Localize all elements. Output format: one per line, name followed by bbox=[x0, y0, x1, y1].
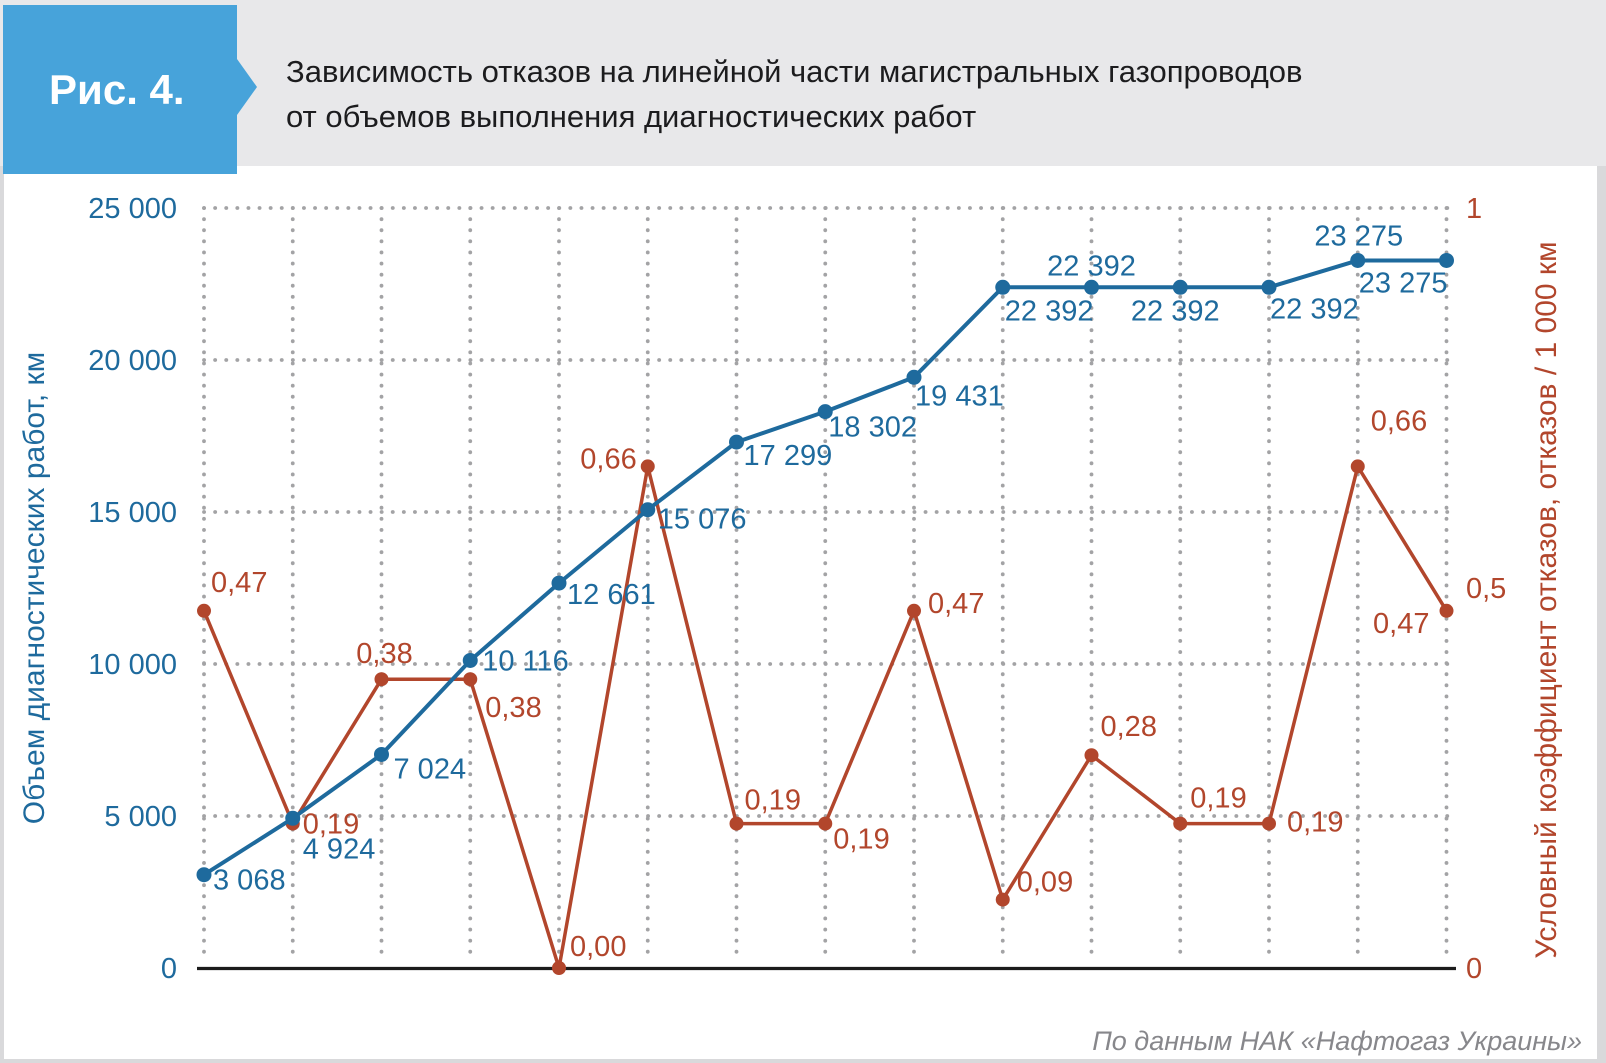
rate-point-label: 0,19 bbox=[745, 785, 801, 817]
volume-point-label: 22 392 bbox=[1005, 295, 1094, 327]
rate-point-marker bbox=[1262, 816, 1276, 831]
right-axis-tick-label: 0 bbox=[1466, 953, 1482, 985]
volume-point-marker bbox=[1439, 252, 1454, 268]
left-axis-tick-label: 15 000 bbox=[88, 497, 177, 529]
volume-point-label: 15 076 bbox=[658, 504, 747, 536]
left-axis-tick-label: 5 000 bbox=[104, 801, 177, 833]
tag-arrow-icon bbox=[237, 59, 257, 115]
right-axis-tick-label: 0,5 bbox=[1466, 573, 1506, 605]
volume-point-marker bbox=[285, 810, 301, 826]
volume-point-marker bbox=[374, 746, 389, 762]
volume-point-marker bbox=[640, 502, 656, 518]
figure-number-label: Рис. 4. bbox=[49, 66, 185, 113]
volume-point-label: 22 392 bbox=[1131, 295, 1220, 327]
volume-point-label: 4 924 bbox=[303, 833, 376, 865]
rate-point-marker bbox=[552, 961, 566, 975]
volume-point-marker bbox=[1350, 252, 1366, 268]
rate-point-label: 0,28 bbox=[1101, 711, 1157, 743]
volume-point-marker bbox=[462, 652, 478, 668]
volume-point-label: 10 116 bbox=[482, 645, 569, 677]
left-axis-tick-label: 20 000 bbox=[88, 345, 177, 377]
rate-point-marker bbox=[374, 672, 389, 687]
rate-point-label: 0,47 bbox=[211, 567, 267, 599]
rate-point-label: 0,09 bbox=[1017, 867, 1073, 899]
figure-title: Зависимость отказов на линейной части ма… bbox=[286, 49, 1303, 139]
rate-point-label: 0,38 bbox=[356, 638, 412, 670]
right-axis-title: Условный коэффициент отказов, отказов / … bbox=[1530, 241, 1563, 958]
volume-point-marker bbox=[995, 279, 1011, 295]
volume-point-label: 19 431 bbox=[915, 380, 1004, 412]
volume-point-label: 23 275 bbox=[1359, 267, 1448, 299]
volume-point-label: 18 302 bbox=[828, 412, 917, 444]
chart-background bbox=[4, 166, 1597, 1059]
left-axis-tick-label: 0 bbox=[161, 953, 177, 985]
rate-point-marker bbox=[818, 816, 833, 831]
volume-point-label: 12 661 bbox=[567, 579, 656, 611]
volume-point-marker bbox=[1172, 279, 1188, 295]
rate-point-label: 0,66 bbox=[580, 443, 636, 475]
volume-point-label: 23 275 bbox=[1314, 220, 1403, 252]
rate-point-marker bbox=[907, 603, 921, 618]
left-axis-tick-label: 10 000 bbox=[88, 649, 177, 681]
figure-title-line1: Зависимость отказов на линейной части ма… bbox=[286, 54, 1303, 89]
rate-point-label: 0,47 bbox=[1373, 608, 1429, 640]
volume-point-label: 22 392 bbox=[1047, 250, 1136, 282]
left-axis-title: Объем диагностических работ, км bbox=[18, 352, 51, 825]
volume-point-marker bbox=[817, 404, 833, 420]
rate-point-marker bbox=[729, 816, 744, 831]
volume-point-marker bbox=[196, 867, 212, 883]
rate-point-marker bbox=[463, 672, 478, 687]
header-band bbox=[0, 0, 1606, 166]
rate-point-marker bbox=[640, 459, 655, 474]
figure-title-line2: от объемов выполнения диагностических ра… bbox=[286, 99, 977, 134]
rate-point-marker bbox=[1439, 603, 1454, 618]
volume-point-marker bbox=[906, 369, 922, 385]
volume-point-marker bbox=[1084, 279, 1099, 295]
volume-point-marker bbox=[729, 434, 744, 450]
rate-point-marker bbox=[995, 892, 1010, 907]
rate-point-label: 0,19 bbox=[1190, 783, 1246, 815]
rate-point-label: 0,38 bbox=[485, 692, 541, 724]
volume-point-marker bbox=[551, 575, 567, 591]
volume-point-marker bbox=[1261, 279, 1277, 295]
right-axis-tick-label: 1 bbox=[1466, 193, 1482, 225]
source-note: По данным НАК «Нафтогаз Украины» bbox=[1092, 1026, 1582, 1056]
volume-point-label: 3 068 bbox=[213, 865, 286, 897]
rate-point-label: 0,66 bbox=[1371, 405, 1427, 437]
volume-point-label: 17 299 bbox=[744, 440, 833, 472]
rate-point-marker bbox=[1350, 459, 1365, 474]
rate-point-label: 0,19 bbox=[303, 809, 359, 841]
rate-point-label: 0,19 bbox=[833, 824, 889, 856]
rate-point-marker bbox=[197, 603, 211, 618]
rate-point-label: 0,47 bbox=[928, 588, 984, 620]
rate-point-label: 0,19 bbox=[1287, 807, 1343, 839]
rate-point-marker bbox=[1173, 816, 1188, 831]
rate-point-marker bbox=[1084, 748, 1099, 763]
volume-point-label: 7 024 bbox=[394, 753, 467, 785]
volume-point-label: 22 392 bbox=[1270, 293, 1359, 325]
figure-number-tag: Рис. 4. bbox=[3, 5, 237, 174]
left-axis-tick-label: 25 000 bbox=[88, 193, 177, 225]
rate-point-label: 0,00 bbox=[570, 931, 626, 963]
